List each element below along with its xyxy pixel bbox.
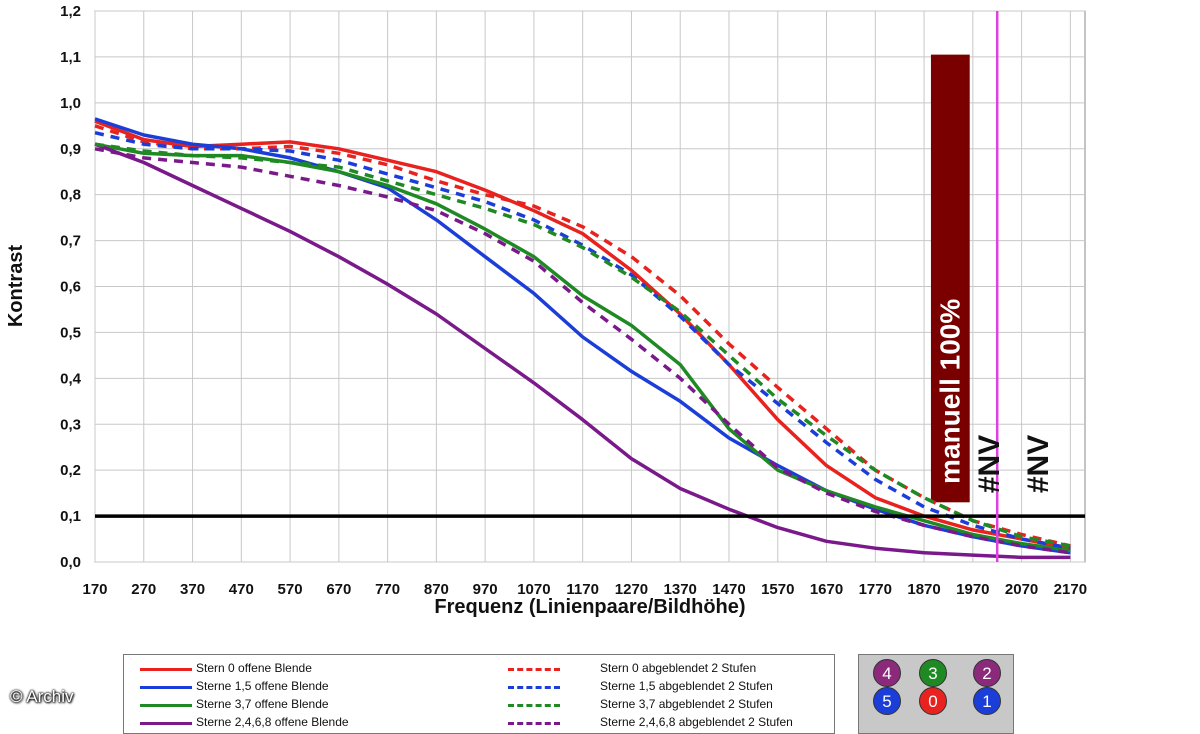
legend-swatch (140, 722, 192, 725)
series-line (94, 142, 1071, 548)
y-tick-label: 0,1 (60, 508, 81, 525)
legend-label: Sterne 1,5 abgeblendet 2 Stufen (600, 679, 773, 693)
y-tick-label: 1,2 (60, 3, 81, 20)
x-axis-title: Frequenz (Linienpaare/Bildhöhe) (434, 596, 745, 618)
x-tick-label: 2170 (1054, 581, 1087, 598)
legend-label: Stern 0 abgeblendet 2 Stufen (600, 661, 757, 675)
x-tick-label: 470 (229, 581, 254, 598)
na-label: #NV (973, 435, 1006, 493)
y-tick-label: 0,9 (60, 141, 81, 158)
x-tick-label: 1870 (907, 581, 940, 598)
manual-focus-bar-label: manuell 100% (934, 299, 965, 484)
star-marker: 5 (873, 687, 901, 715)
x-tick-label: 970 (473, 581, 498, 598)
series-group (94, 117, 1071, 560)
series-line (94, 142, 1071, 560)
x-tick-label: 1770 (859, 581, 892, 598)
manual-focus-bar (930, 54, 970, 503)
series-line (94, 147, 1071, 555)
na-label: #NV (1022, 435, 1055, 493)
y-tick-label: 0,4 (60, 370, 82, 387)
legend-swatch (508, 722, 560, 725)
legend-label: Stern 0 offene Blende (196, 661, 312, 675)
legend-swatch (140, 668, 192, 671)
y-tick-label: 0,7 (60, 233, 81, 250)
x-tick-label: 1370 (664, 581, 697, 598)
star-marker: 1 (973, 687, 1001, 715)
grid (94, 10, 1086, 563)
y-tick-label: 0,0 (60, 554, 81, 571)
tick-labels: 170 270 370 470 570 670 770 870 970 1070 1170 1270 1… (60, 3, 1087, 598)
x-tick-label: 370 (180, 581, 205, 598)
y-tick-label: 0,3 (60, 416, 81, 433)
legend-label: Sterne 2,4,6,8 offene Blende (196, 715, 349, 729)
copyright-label: © Archiv (10, 687, 74, 706)
x-tick-label: 770 (375, 581, 400, 598)
legend: Stern 0 offene Blende Sterne 1,5 offene B… (123, 654, 835, 734)
x-tick-label: 170 (82, 581, 107, 598)
x-tick-label: 1270 (615, 581, 648, 598)
star-marker: 4 (873, 659, 901, 687)
legend-swatch (140, 704, 192, 707)
x-tick-label: 270 (131, 581, 156, 598)
series-line (94, 119, 1071, 550)
x-tick-label: 1970 (956, 581, 989, 598)
y-tick-label: 1,0 (60, 95, 81, 112)
legend-swatch (140, 686, 192, 689)
legend-label: Sterne 1,5 offene Blende (196, 679, 329, 693)
y-tick-label: 1,1 (60, 49, 81, 66)
star-marker: 2 (973, 659, 1001, 687)
star-marker: 0 (919, 687, 947, 715)
x-tick-label: 1170 (566, 581, 599, 598)
star-marker: 3 (919, 659, 947, 687)
x-tick-label: 1570 (761, 581, 794, 598)
y-axis-title: Kontrast (5, 245, 27, 328)
x-tick-label: 870 (424, 581, 449, 598)
y-tick-label: 0,2 (60, 462, 81, 479)
y-tick-label: 0,5 (60, 324, 81, 341)
x-tick-label: 1470 (712, 581, 745, 598)
y-tick-label: 0,6 (60, 279, 81, 296)
legend-swatch (508, 668, 560, 671)
legend-label: Sterne 3,7 offene Blende (196, 697, 329, 711)
x-tick-label: 570 (278, 581, 303, 598)
series-line (94, 130, 1071, 550)
x-tick-label: 1070 (517, 581, 550, 598)
x-tick-label: 2070 (1005, 581, 1038, 598)
bar-group: manuell 100% (930, 54, 970, 503)
legend-label: Sterne 2,4,6,8 abgeblendet 2 Stufen (600, 715, 793, 729)
legend-swatch (508, 686, 560, 689)
y-tick-label: 0,8 (60, 187, 81, 204)
legend-label: Sterne 3,7 abgeblendet 2 Stufen (600, 697, 773, 711)
x-tick-label: 670 (326, 581, 351, 598)
overlay-group: #NV #NV (95, 11, 1085, 562)
x-tick-label: 1670 (810, 581, 843, 598)
legend-swatch (508, 704, 560, 707)
